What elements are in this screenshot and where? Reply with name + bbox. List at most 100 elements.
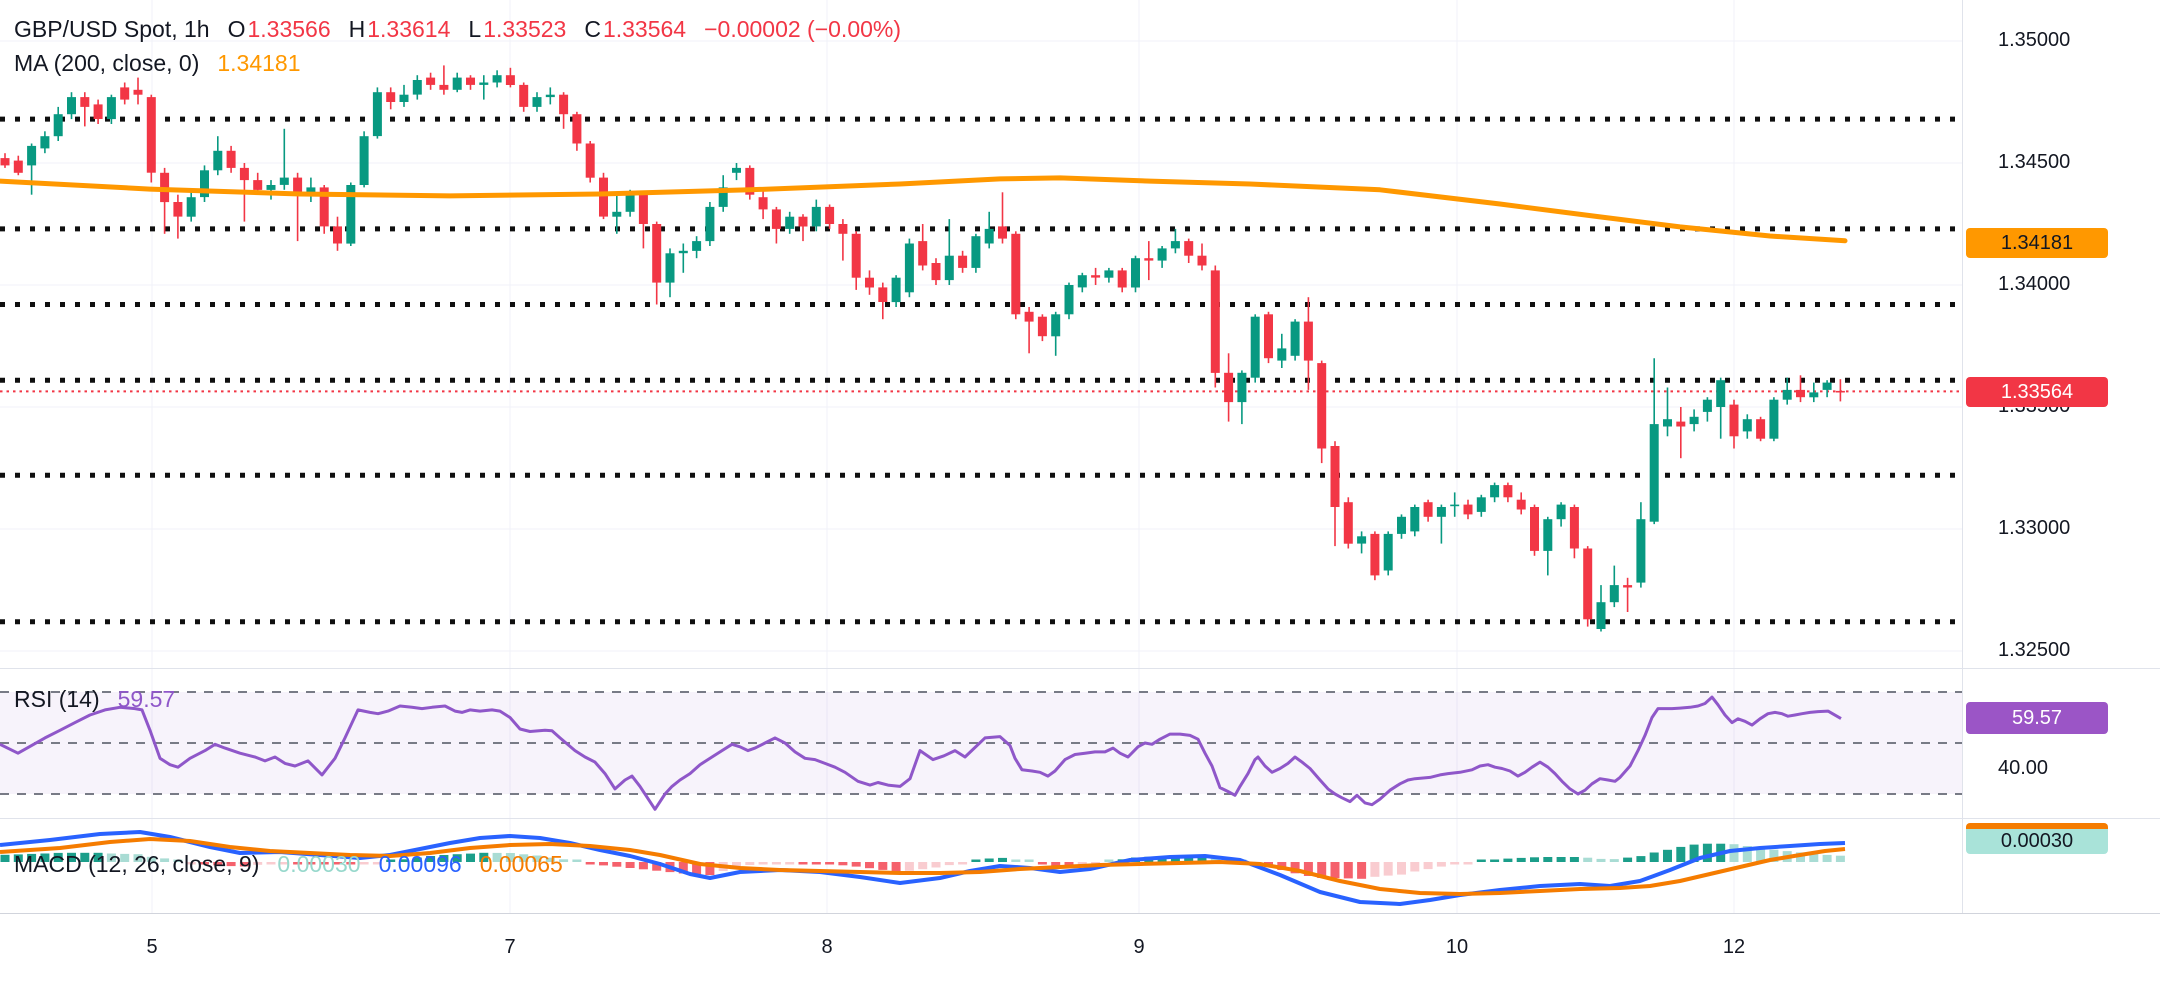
candle-body xyxy=(1051,314,1061,337)
candle-body xyxy=(1357,536,1367,544)
candle-body xyxy=(1370,533,1380,576)
candle-body xyxy=(1756,419,1766,439)
macd-hist-bar xyxy=(1796,852,1805,862)
macd-hist-bar xyxy=(692,862,702,875)
candle-body xyxy=(1383,533,1393,571)
candle-body xyxy=(838,224,848,234)
macd-hist-bar xyxy=(1676,846,1686,862)
macd-hist-bar xyxy=(599,862,608,866)
macd-hist-bar xyxy=(771,862,781,865)
candle-body xyxy=(1064,285,1074,315)
macd-hist-bar xyxy=(904,862,914,871)
macd-hist-bar xyxy=(466,853,475,862)
candle-body xyxy=(931,263,941,281)
candle-body xyxy=(612,211,622,217)
candle-body xyxy=(532,97,542,107)
macd-hist-bar xyxy=(1516,857,1526,862)
macd-hist-bar xyxy=(1583,857,1593,862)
macd-hist-bar xyxy=(838,862,848,866)
candle-body xyxy=(293,177,303,195)
macd-hist-bar xyxy=(1303,862,1313,876)
candle-body xyxy=(1423,502,1433,517)
candle-body xyxy=(652,224,662,283)
candle-body xyxy=(1742,419,1752,432)
macd-hist-bar xyxy=(1330,862,1340,878)
rsi-axis-label: 40.00 xyxy=(1998,756,2049,779)
time-axis-label: 9 xyxy=(1133,936,1145,958)
candle-body xyxy=(1636,519,1646,583)
candle-body xyxy=(1144,258,1154,261)
candle-body xyxy=(1556,504,1566,520)
candle-body xyxy=(67,97,76,115)
macd-hist-bar xyxy=(319,862,329,865)
candle-body xyxy=(1463,504,1473,515)
macd-line[interactable] xyxy=(0,830,1846,906)
candle-body xyxy=(386,92,396,102)
symbol-legend[interactable]: GBP/USD Spot, 1h O 1.33566 H 1.33614 L 1.33… xyxy=(14,16,901,43)
candle-body xyxy=(1543,519,1553,551)
candle-body xyxy=(93,104,103,119)
macd-hist-bar xyxy=(998,857,1007,862)
candle-body xyxy=(239,167,249,181)
macd-hist-bar xyxy=(931,862,941,868)
candle-body xyxy=(599,177,608,217)
candle-body xyxy=(998,226,1007,239)
macd-hist-bar xyxy=(1569,857,1579,862)
candle-body xyxy=(1663,419,1672,427)
candle-body xyxy=(1303,321,1313,361)
macd-hist-bar xyxy=(452,854,462,862)
candle-body xyxy=(40,136,50,149)
macd-hist-bar xyxy=(426,856,436,862)
macd-hist-bar xyxy=(1423,862,1433,870)
candle-body xyxy=(1264,314,1273,359)
candle-body xyxy=(1197,255,1207,266)
macd-hist-bar xyxy=(80,852,90,862)
macd-signal-line[interactable] xyxy=(0,837,1846,896)
macd-hist-bar xyxy=(811,862,821,865)
macd-legend[interactable]: MACD (12, 26, close, 9) 0.00030 0.00096 … xyxy=(14,851,563,878)
macd-hist-bar xyxy=(1037,862,1047,865)
macd-hist-bar xyxy=(213,862,223,866)
macd-label: MACD (12, 26, close, 9) xyxy=(14,851,260,877)
macd-hist-bar xyxy=(1702,843,1712,862)
macd-hist-bar xyxy=(745,862,755,865)
price-axis-label: 1.34000 xyxy=(1998,273,2071,295)
macd-hist-bar xyxy=(1184,855,1194,862)
candle-body xyxy=(1796,389,1805,398)
macd-hist-bar xyxy=(559,859,569,862)
candle-body xyxy=(1091,275,1101,278)
candle-body xyxy=(1689,416,1699,425)
macd-hist-bar xyxy=(120,853,130,862)
macd-hist-bar xyxy=(1410,862,1420,872)
macd-hist-bar xyxy=(878,862,888,870)
macd-hist-bar xyxy=(825,862,835,865)
candle-body xyxy=(559,94,569,115)
rsi-line[interactable] xyxy=(0,695,1842,811)
macd-hist-bar xyxy=(1290,862,1300,874)
macd-hist-bar xyxy=(1450,862,1460,865)
macd-hist-bar xyxy=(333,862,342,865)
macd-hist-bar xyxy=(67,852,76,862)
macd-hist-bar xyxy=(1064,862,1074,867)
macd-hist-bar xyxy=(1317,862,1327,878)
rsi-legend[interactable]: RSI (14) 59.57 xyxy=(14,686,175,713)
macd-hist-bar xyxy=(958,862,968,865)
macd-hist-bar xyxy=(372,862,382,865)
candle-body xyxy=(505,75,515,85)
candle-body xyxy=(944,255,954,281)
macd-hist-bar xyxy=(13,854,23,862)
candle-body xyxy=(1170,241,1180,249)
macd-hist-bar xyxy=(652,862,662,871)
macd-hist-bar xyxy=(505,853,515,862)
ma200-line[interactable] xyxy=(0,175,1848,244)
ma-legend[interactable]: MA (200, close, 0) 1.34181 xyxy=(14,50,301,77)
candle-body xyxy=(1277,348,1287,361)
macd-hist-bar xyxy=(705,862,715,875)
candle-body xyxy=(1117,270,1127,288)
rsi-label: RSI (14) xyxy=(14,686,100,712)
macd-hist-bar xyxy=(266,862,276,865)
candle-body xyxy=(1503,485,1513,498)
macd-hist-bar xyxy=(944,862,954,866)
candle-body xyxy=(1583,548,1593,620)
